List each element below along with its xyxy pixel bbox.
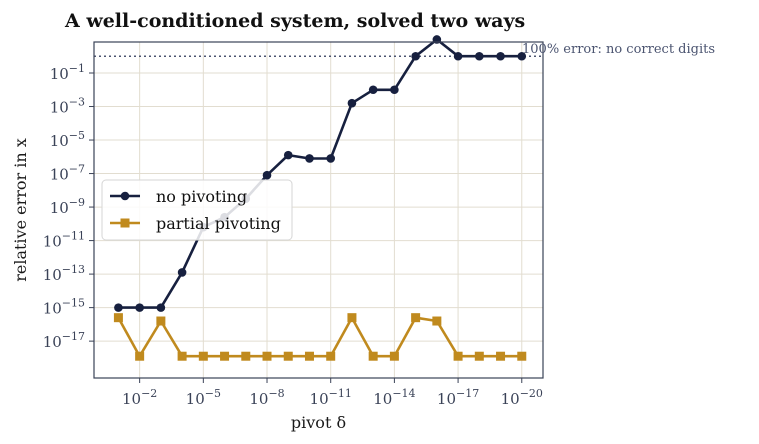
data-point xyxy=(496,351,506,361)
y-tick-label: 10−3 xyxy=(50,96,85,117)
data-point xyxy=(389,351,399,361)
data-point xyxy=(156,303,166,312)
y-tick-label: 10−5 xyxy=(50,129,85,150)
data-point xyxy=(453,51,463,61)
plot-frame xyxy=(93,41,544,379)
legend-marker xyxy=(120,191,130,201)
x-axis: 10−2 10−5 10−8 10−11 10−14 10−17 10−20 xyxy=(122,378,543,408)
data-point xyxy=(198,351,208,361)
data-point xyxy=(411,51,420,61)
data-point xyxy=(135,351,145,361)
data-point xyxy=(283,150,293,160)
data-point xyxy=(304,351,314,361)
x-tick-label: 10−8 xyxy=(249,387,284,408)
data-point xyxy=(475,51,484,61)
y-tick-label: 10−7 xyxy=(50,163,85,184)
data-point xyxy=(347,313,357,323)
legend-label: no pivoting xyxy=(156,187,247,206)
data-point xyxy=(241,351,251,361)
chart-title: A well-conditioned system, solved two wa… xyxy=(64,10,525,32)
x-tick-label: 10−5 xyxy=(186,387,221,408)
y-tick-label: 10−15 xyxy=(43,297,85,318)
x-tick-label: 10−11 xyxy=(310,387,352,408)
y-tick-label: 10−17 xyxy=(43,330,85,351)
series-line xyxy=(118,38,522,309)
data-point xyxy=(368,351,378,361)
data-point xyxy=(114,303,123,312)
data-point xyxy=(496,51,505,61)
x-axis-label: pivot δ xyxy=(291,413,346,432)
data-point xyxy=(517,351,527,361)
data-point xyxy=(411,313,421,323)
series-line xyxy=(117,316,522,358)
data-point xyxy=(156,316,166,326)
legend-label: partial pivoting xyxy=(156,214,281,233)
x-tick-label: 10−17 xyxy=(437,387,479,408)
y-axis: 10−1 10−3 10−5 10−7 10−9 10−11 10−13 10−15 10−17 xyxy=(43,62,94,351)
data-point xyxy=(432,316,442,326)
data-point xyxy=(326,351,336,361)
data-point xyxy=(347,98,357,108)
y-tick-label: 10−11 xyxy=(43,230,85,251)
data-point xyxy=(517,51,527,61)
data-point xyxy=(326,154,336,163)
x-tick-label: 10−14 xyxy=(373,387,415,408)
y-tick-label: 10−1 xyxy=(50,62,85,83)
data-point xyxy=(474,351,484,361)
data-point xyxy=(283,351,293,361)
data-point xyxy=(262,351,272,361)
legend-item: partial pivoting xyxy=(110,214,281,233)
legend-marker xyxy=(120,218,130,228)
data-point xyxy=(262,170,272,180)
y-tick-label: 10−9 xyxy=(50,196,85,217)
legend-box xyxy=(101,179,293,241)
legend-item: no pivoting xyxy=(110,187,247,206)
data-point xyxy=(305,154,314,163)
series-layer xyxy=(113,35,527,361)
x-tick-label: 10−2 xyxy=(122,387,157,408)
data-point xyxy=(390,85,399,95)
series-1 xyxy=(113,313,527,361)
y-axis-label: relative error in x xyxy=(11,138,30,282)
reference-line-label: 100% error: no correct digits xyxy=(522,42,715,57)
y-tick-label: 10−13 xyxy=(43,263,85,284)
data-point xyxy=(368,85,378,95)
x-tick-label: 10−20 xyxy=(501,387,543,408)
data-point xyxy=(220,351,230,361)
data-point xyxy=(135,303,144,312)
data-point xyxy=(453,351,463,361)
legend: no pivoting partial pivoting xyxy=(101,179,293,241)
data-point xyxy=(177,351,187,361)
data-point xyxy=(113,313,123,323)
data-point xyxy=(177,268,187,277)
